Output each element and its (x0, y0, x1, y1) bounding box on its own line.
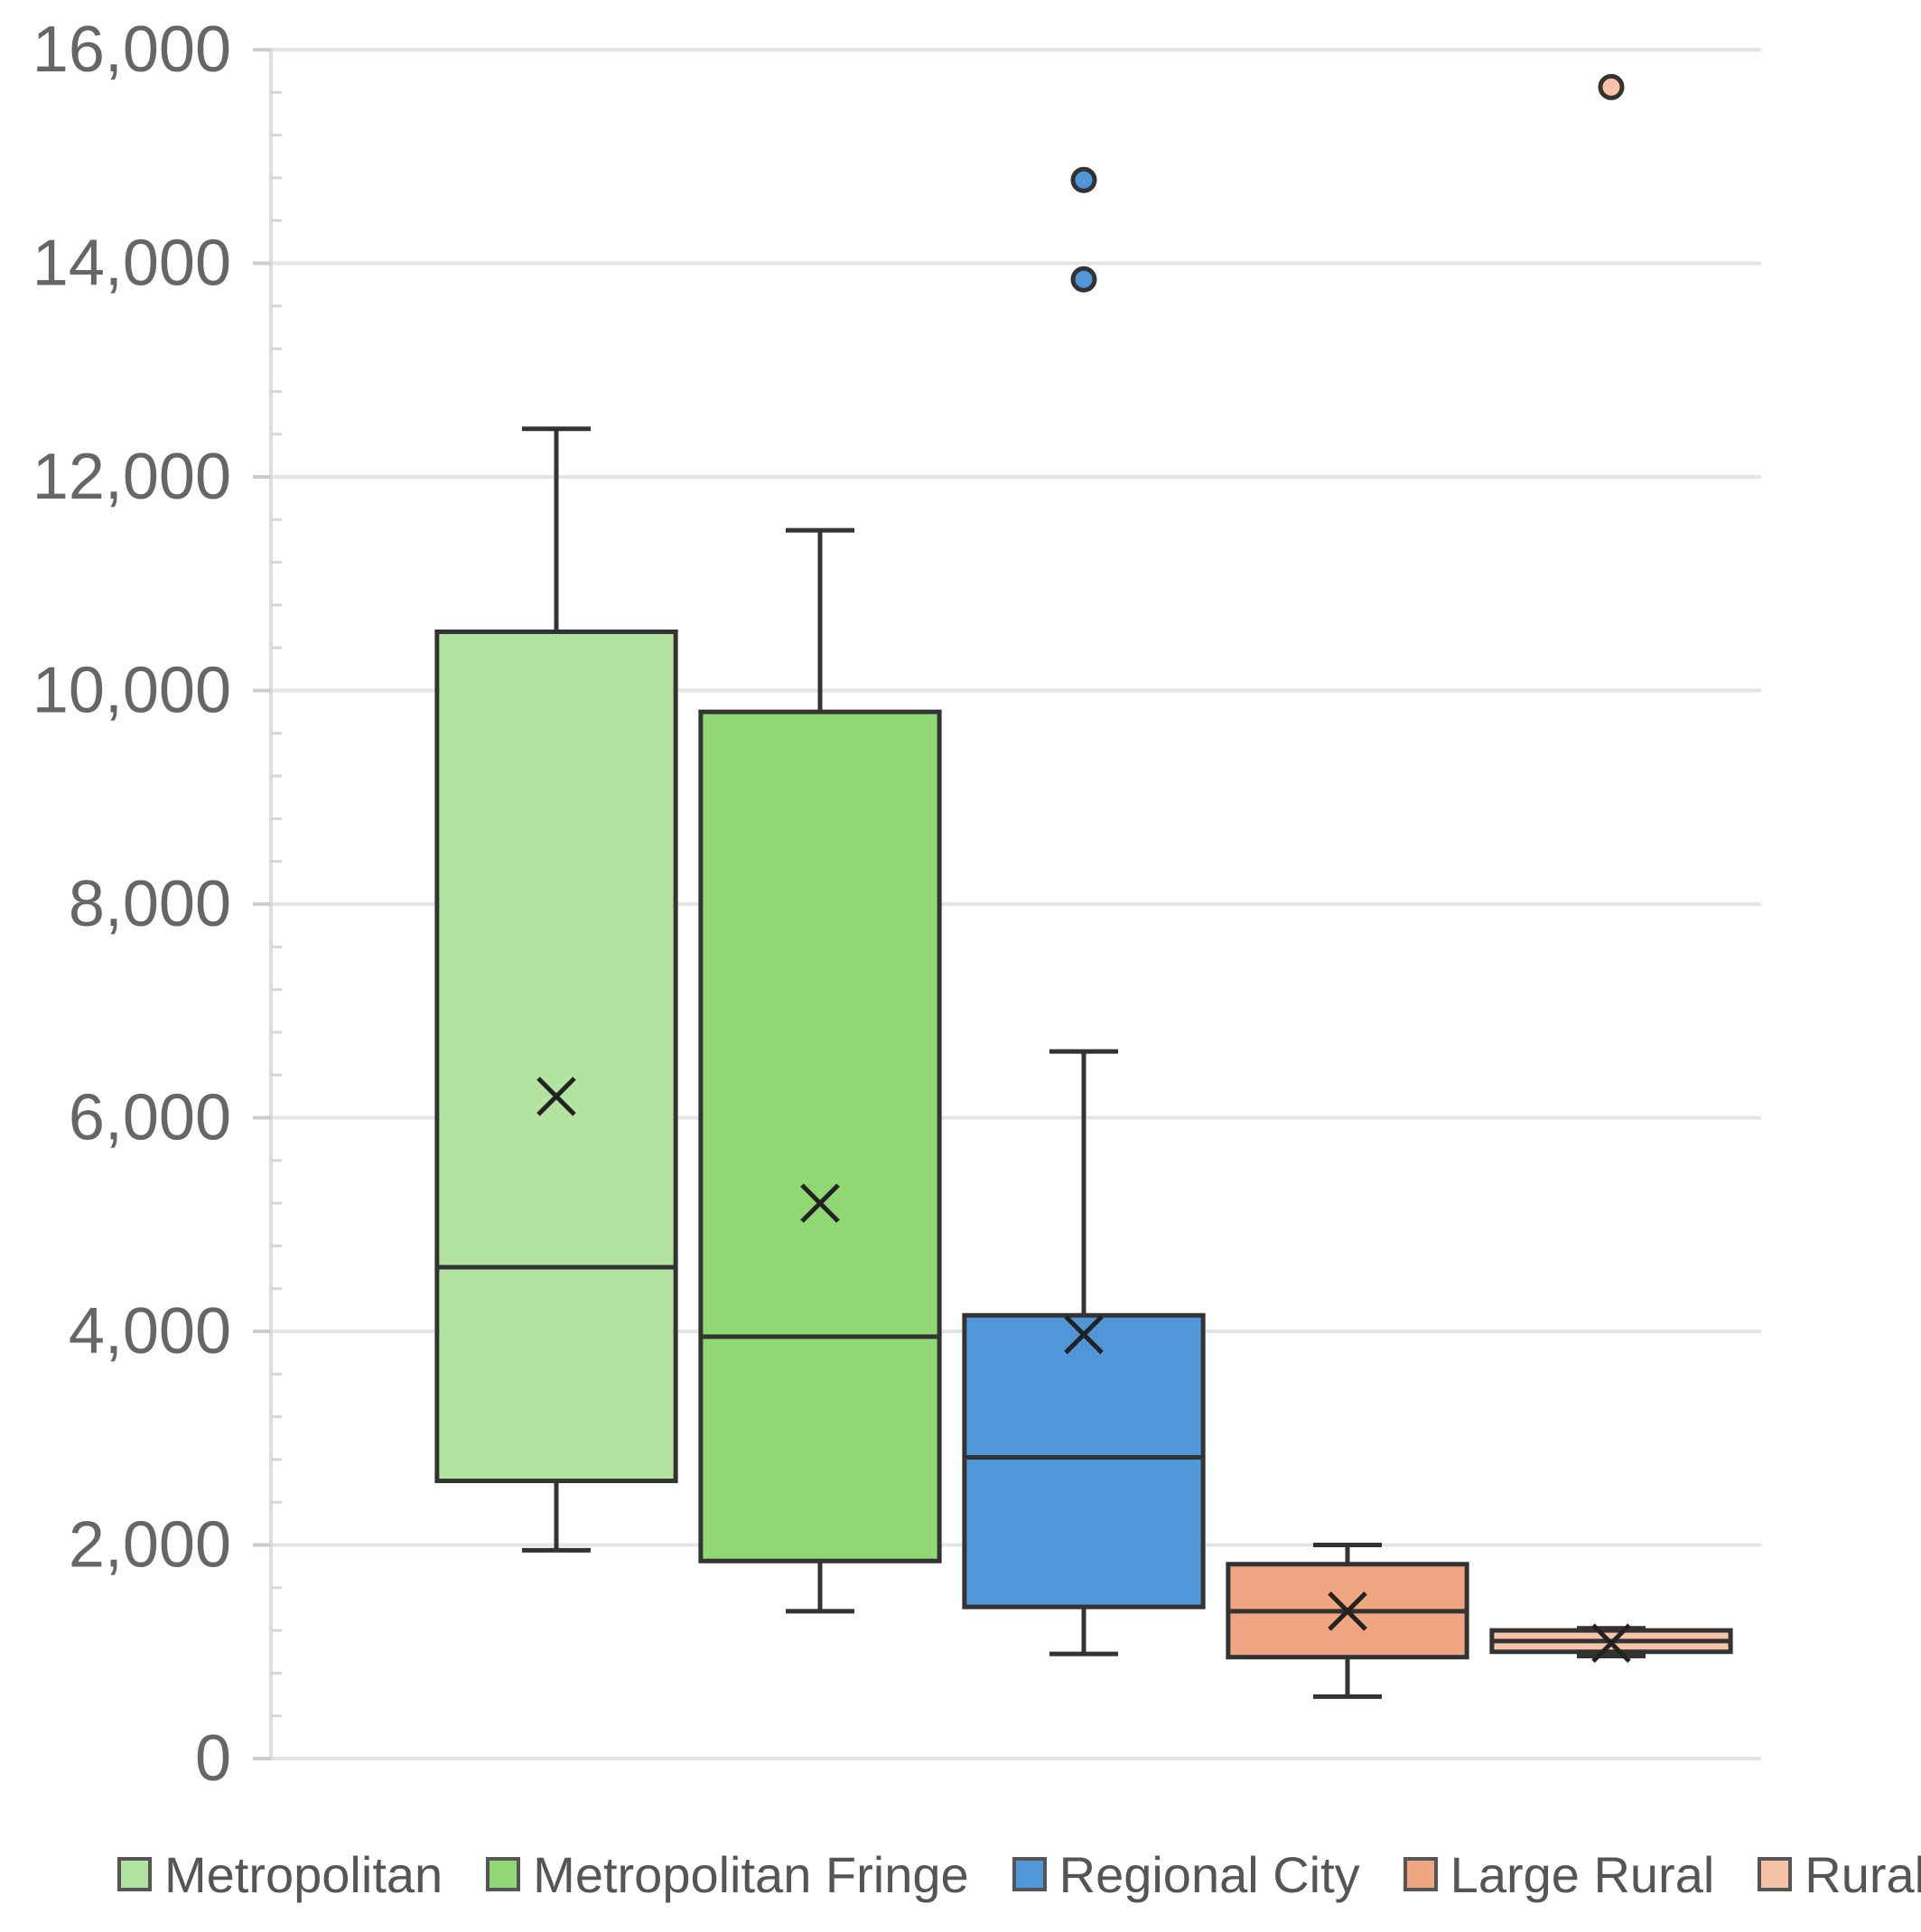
iqr-box (698, 709, 942, 1563)
legend-item-rural: Rural (1758, 1845, 1921, 1904)
legend-swatch (1758, 1857, 1793, 1891)
box-regional-city (962, 166, 1206, 1657)
iqr-box (434, 629, 678, 1484)
y-tick-label: 4,000 (69, 1295, 231, 1367)
box-metropolitan-fringe (698, 527, 942, 1614)
legend: Metropolitan Metropolitan Fringe Regiona… (0, 1834, 1921, 1915)
legend-item-metropolitan-fringe: Metropolitan Fringe (486, 1845, 969, 1904)
box-large-rural (1226, 1543, 1469, 1699)
y-tick-label: 14,000 (33, 228, 231, 300)
y-tick-label: 10,000 (33, 655, 231, 727)
y-axis: 0 2,000 4,000 6,000 8,000 10,000 12,000 14,000 1… (33, 14, 282, 1795)
legend-swatch (1403, 1857, 1438, 1891)
y-tick-label: 12,000 (33, 441, 231, 513)
legend-label: Large Rural (1450, 1845, 1715, 1903)
mean-marker (800, 1183, 840, 1223)
y-tick-label: 0 (195, 1722, 231, 1795)
legend-label: Metropolitan Fringe (533, 1845, 969, 1903)
outlier-point (1070, 166, 1097, 193)
y-tick-label: 2,000 (69, 1509, 231, 1582)
mean-marker (536, 1077, 576, 1116)
y-tick-label: 6,000 (69, 1082, 231, 1154)
box-plot-chart: 0 2,000 4,000 6,000 8,000 10,000 12,000 14,000 1… (33, 14, 1761, 1795)
legend-label: Regional City (1058, 1845, 1360, 1903)
legend-swatch (117, 1857, 152, 1891)
legend-label: Rural (1804, 1845, 1921, 1903)
legend-swatch (1012, 1857, 1047, 1891)
y-tick-label: 8,000 (69, 868, 231, 940)
outlier-point (1070, 266, 1097, 293)
mean-marker (1591, 1623, 1631, 1664)
legend-item-regional-city: Regional City (1012, 1845, 1360, 1904)
outlier-point (1598, 73, 1625, 100)
legend-label: Metropolitan (164, 1845, 443, 1903)
boxes (434, 73, 1733, 1699)
box-rural (1489, 73, 1733, 1664)
mean-marker (1328, 1591, 1367, 1631)
iqr-box (962, 1312, 1206, 1610)
y-tick-label: 16,000 (33, 14, 231, 86)
box-metropolitan (434, 426, 678, 1553)
legend-item-metropolitan: Metropolitan (117, 1845, 443, 1904)
legend-swatch (486, 1857, 521, 1891)
mean-marker (1064, 1314, 1104, 1355)
legend-item-large-rural: Large Rural (1403, 1845, 1715, 1904)
